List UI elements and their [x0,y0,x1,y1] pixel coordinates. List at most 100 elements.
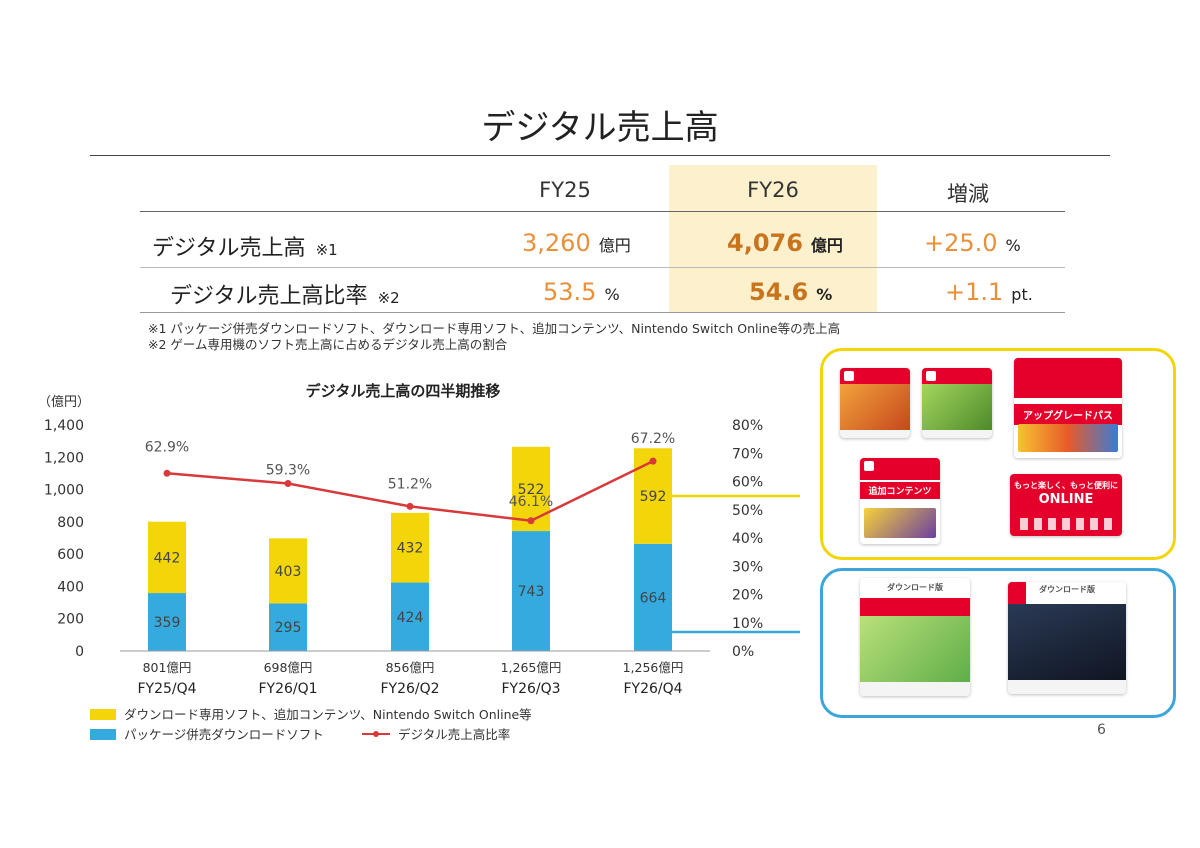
table-bottom-rule [140,312,1065,313]
chart-title: デジタル売上高の四半期推移 [306,382,501,400]
ratio-value-label: 67.2% [631,431,675,447]
ratio-point [649,457,657,465]
card-art [922,384,992,430]
ratio-value-label: 62.9% [145,439,189,455]
x-axis-labels: 801億円 FY25/Q4 698億円 FY26/Q1 856億円 FY26/Q2 1,26… [137,660,683,697]
fy26-digital-ratio: 54.6% [749,278,832,306]
bar-package-download [512,531,550,651]
y2-tick-label: 10% [732,616,763,632]
add-content-card: 追加コンテンツ [860,458,940,544]
bar-total-label: 1,265億円 [501,660,562,675]
footnote-2: ※2 ゲーム専用機のソフト売上高に占めるデジタル売上高の割合 [148,337,508,352]
ratio-point [527,517,535,525]
value: +1.1 [945,278,1004,306]
footnote-1: ※1 パッケージ併売ダウンロードソフト、ダウンロード専用ソフト、追加コンテンツ、… [148,321,841,336]
ratio-line-series: 62.9% 59.3% 51.2% 46.1% 67.2% [145,431,675,525]
footnote-ref: ※1 [315,241,338,259]
bar-total-label: 801億円 [143,660,192,675]
y2-tick-label: 20% [732,588,763,604]
package-download-card-2: ダウンロード版 [1008,582,1126,694]
legend-label-ratio: デジタル売上高比率 [398,727,510,742]
add-content-title: 追加コンテンツ [860,482,940,499]
column-header-change: 増減 [947,182,989,206]
upgrade-pass-title: アップグレードパス [1014,404,1122,425]
y2-tick-label: 60% [732,475,763,491]
bar-value-label: 743 [518,584,545,600]
callout-connectors [672,494,800,634]
x-tick-label: FY26/Q3 [501,681,560,697]
unit: % [816,285,833,304]
fy26-digital-sales: 4,076 億円 [727,229,843,257]
ratio-point [406,502,414,510]
row-label-text: デジタル売上高 [152,236,306,261]
y2-tick-label: 50% [732,503,763,519]
y-tick-label: 1,000 [44,483,84,499]
y-axis-ticks: 0 200 400 600 800 1,000 1,200 1,400 [44,418,84,660]
card-header [922,368,992,384]
card-footer [922,430,992,438]
bar-package-download [634,543,672,651]
y-tick-label: 600 [57,547,84,563]
fy25-digital-sales: 3,260 億円 [522,229,631,257]
bar-value-label: 522 [518,482,545,498]
row-label-digital-sales: デジタル売上高 ※1 [152,230,338,262]
y-tick-label: 800 [57,515,84,531]
bar-package-download [391,582,429,651]
legend-label-package: パッケージ併売ダウンロードソフト [124,727,324,742]
value: 3,260 [522,229,591,257]
bar-package-download [148,593,186,651]
card-header [860,598,970,616]
y-tick-label: 0 [75,644,84,660]
legend-marker-ratio [373,731,379,737]
unit: 億円 [810,236,843,255]
card-footer [1008,680,1126,694]
value: +25.0 [924,229,998,257]
title-divider [90,155,1110,156]
download-card-green-game [922,368,992,438]
x-tick-label: FY26/Q2 [380,681,439,697]
card-header [1014,358,1122,398]
x-tick-label: FY26/Q1 [258,681,317,697]
legend-swatch-package [90,729,116,740]
y2-tick-label: 40% [732,531,763,547]
page-title: デジタル売上高 [481,108,719,148]
card-footer [840,430,910,438]
value: 4,076 [727,229,803,257]
table-row-rule [140,267,1065,268]
x-tick-label: FY25/Q4 [137,681,196,697]
card-footer [860,682,970,696]
change-digital-ratio: +1.1 pt. [945,278,1033,306]
x-tick-label: FY26/Q4 [623,681,682,697]
ratio-point [163,469,171,477]
bar-total-label: 698億円 [264,660,313,675]
card-header [1008,582,1026,604]
card-art [1008,604,1126,680]
unit: pt. [1011,285,1033,304]
download-label: ダウンロード版 [1039,585,1095,594]
y2-tick-label: 30% [732,559,763,575]
card-header [840,368,910,384]
column-header-fy25: FY25 [539,178,591,202]
page-number: 6 [1097,722,1106,738]
download-label: ダウンロード版 [887,583,943,592]
unit: % [604,285,620,304]
y2-tick-label: 0% [732,644,754,660]
online-label: ONLINE [1038,492,1094,507]
card-header [860,458,940,480]
bar-value-label: 592 [640,489,667,505]
quarterly-digital-sales-chart: デジタル売上高の四半期推移 （億円） 0 200 400 600 800 1,000 1,2… [38,382,800,742]
value: 54.6 [749,278,809,306]
card-art [840,384,910,430]
bar-download-only [391,512,429,583]
value: 53.5 [543,278,597,306]
package-download-card-1: ダウンロード版 [860,578,970,696]
bar-value-label: 359 [154,615,181,631]
row-label-text: デジタル売上高比率 [170,284,368,309]
nintendo-switch-online-card: もっと楽しく、もっと便利に ONLINE [1010,474,1122,536]
download-card-red-game [840,368,910,438]
fy25-digital-ratio: 53.5% [543,278,620,306]
y-tick-label: 1,200 [44,450,84,466]
bar-value-label: 664 [640,590,667,606]
legend-label-download: ダウンロード専用ソフト、追加コンテンツ、Nintendo Switch Onli… [124,707,532,722]
row-label-digital-ratio: デジタル売上高比率 ※2 [170,278,400,310]
